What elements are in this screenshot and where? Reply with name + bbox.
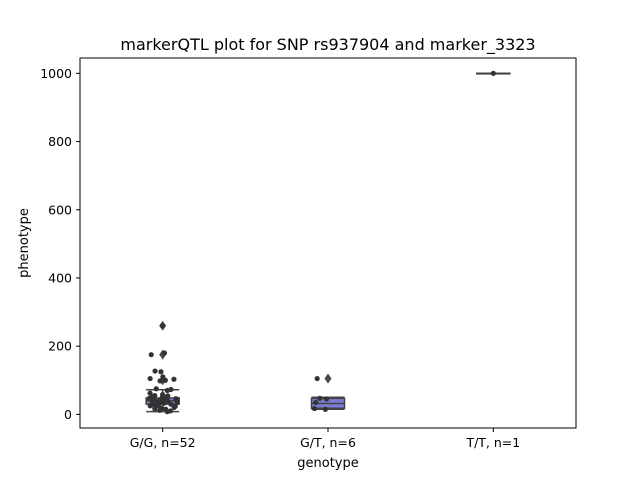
data-point (153, 386, 159, 392)
data-point (162, 377, 168, 383)
data-point (490, 70, 496, 76)
data-point (164, 387, 170, 394)
y-axis-title: phenotype (17, 208, 32, 278)
x-tick-label: G/G, n=52 (130, 435, 196, 450)
y-tick-label: 0 (64, 407, 72, 422)
data-point (159, 323, 165, 329)
chart-title: markerQTL plot for SNP rs937904 and mark… (120, 35, 535, 55)
data-point (317, 395, 323, 401)
data-point (311, 405, 318, 412)
y-tick-label: 400 (48, 270, 72, 285)
data-point (314, 375, 320, 382)
data-point (147, 375, 153, 382)
data-point (171, 404, 177, 411)
plot-area (145, 70, 511, 415)
data-point (152, 368, 158, 374)
data-point (168, 401, 174, 407)
data-point (171, 376, 177, 382)
y-tick-label: 600 (48, 202, 72, 217)
y-tick-label: 200 (48, 339, 72, 354)
y-tick-label: 800 (48, 134, 72, 149)
data-point (157, 378, 163, 384)
y-tick-label: 1000 (40, 66, 72, 81)
data-point (148, 352, 154, 358)
data-point (174, 399, 180, 405)
data-point (323, 396, 330, 402)
data-point (147, 403, 153, 409)
data-point (313, 399, 319, 406)
data-point (152, 406, 158, 412)
data-point (158, 369, 164, 375)
outlier-marker (324, 373, 332, 384)
data-point (164, 409, 170, 415)
x-axis-title: genotype (297, 456, 358, 471)
data-point (322, 406, 328, 412)
data-point (157, 407, 163, 413)
data-point (161, 350, 168, 356)
x-tick-label: G/T, n=6 (300, 435, 356, 450)
x-tick-label: T/T, n=1 (465, 435, 520, 450)
data-point (161, 400, 167, 406)
